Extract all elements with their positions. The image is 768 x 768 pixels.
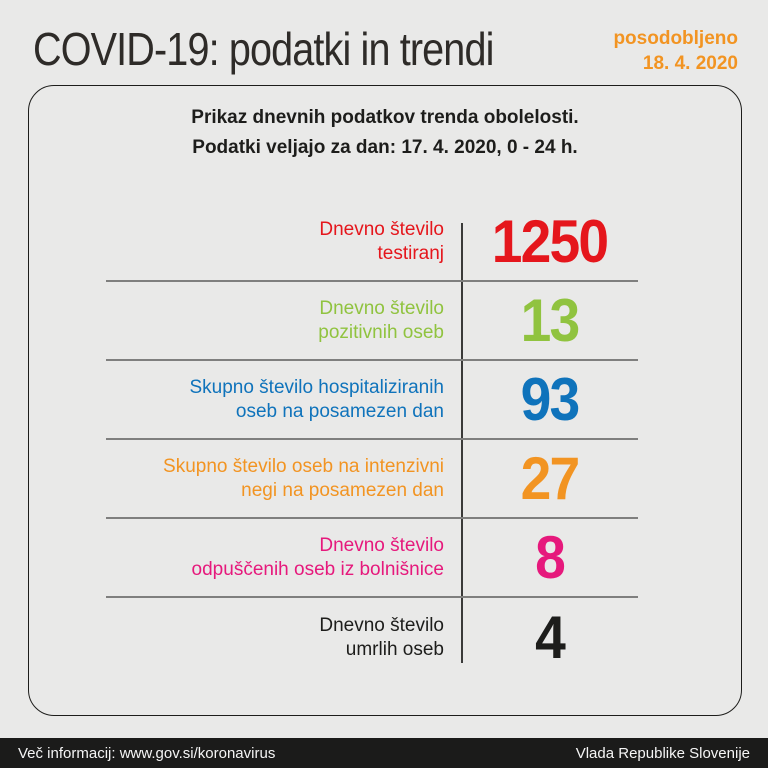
row-value: 27 [520,445,581,512]
last-updated-label: posodobljeno [613,28,738,49]
last-updated: posodobljeno 18. 4. 2020 [613,26,738,76]
row-value: 13 [520,287,581,354]
row-label: Dnevno število odpuščenih oseb iz bolniš… [106,534,461,582]
row-value: 4 [535,604,566,671]
footer-government-label: Vlada Republike Slovenije [575,744,750,762]
row-label-line2: umrlih oseb [345,638,444,660]
row-label-line1: Dnevno število [319,534,444,556]
row-label: Skupno število oseb na intenzivni negi n… [106,455,461,503]
row-label: Dnevno število pozitivnih oseb [106,297,461,345]
footer-info-link[interactable]: Več informacij: www.gov.si/koronavirus [18,744,276,762]
table-row-positive: Dnevno število pozitivnih oseb 13 [106,282,638,361]
table-row-hospitalized: Skupno število hospitaliziranih oseb na … [106,361,638,440]
page-title: COVID-19: podatki in trendi [33,23,494,75]
row-label-line2: negi na posamezen dan [241,479,444,501]
row-label-line1: Dnevno število [319,614,444,636]
row-label: Dnevno število umrlih oseb [106,614,461,662]
row-label: Skupno število hospitaliziranih oseb na … [106,376,461,424]
card-header: Prikaz dnevnih podatkov trenda obolelost… [29,103,741,163]
row-value: 1250 [491,208,609,275]
last-updated-date: 18. 4. 2020 [642,53,738,74]
row-label-line1: Dnevno število [319,297,444,319]
card-header-line2: Podatki veljajo za dan: 17. 4. 2020, 0 -… [192,137,578,158]
row-label-line2: testiranj [377,242,444,264]
row-label-line2: odpuščenih oseb iz bolnišnice [191,558,444,580]
row-label-line1: Skupno število hospitaliziranih [189,376,444,398]
row-label-line1: Dnevno število [319,218,444,240]
row-label: Dnevno število testiranj [106,218,461,266]
data-rows: Dnevno število testiranj 1250 Dnevno šte… [106,203,638,677]
row-value: 93 [520,366,581,433]
vertical-divider [461,223,463,663]
data-card: Prikaz dnevnih podatkov trenda obolelost… [28,85,742,716]
row-label-line2: oseb na posamezen dan [235,400,444,422]
footer-bar: Več informacij: www.gov.si/koronavirus V… [0,738,768,768]
row-label-line1: Skupno število oseb na intenzivni [163,455,444,477]
card-header-line1: Prikaz dnevnih podatkov trenda obolelost… [191,107,579,128]
row-label-line2: pozitivnih oseb [318,321,444,343]
row-value: 8 [535,524,566,591]
table-row-icu: Skupno število oseb na intenzivni negi n… [106,440,638,519]
table-row-deaths: Dnevno število umrlih oseb 4 [106,598,638,677]
table-row-discharged: Dnevno število odpuščenih oseb iz bolniš… [106,519,638,598]
table-row-tests: Dnevno število testiranj 1250 [106,203,638,282]
